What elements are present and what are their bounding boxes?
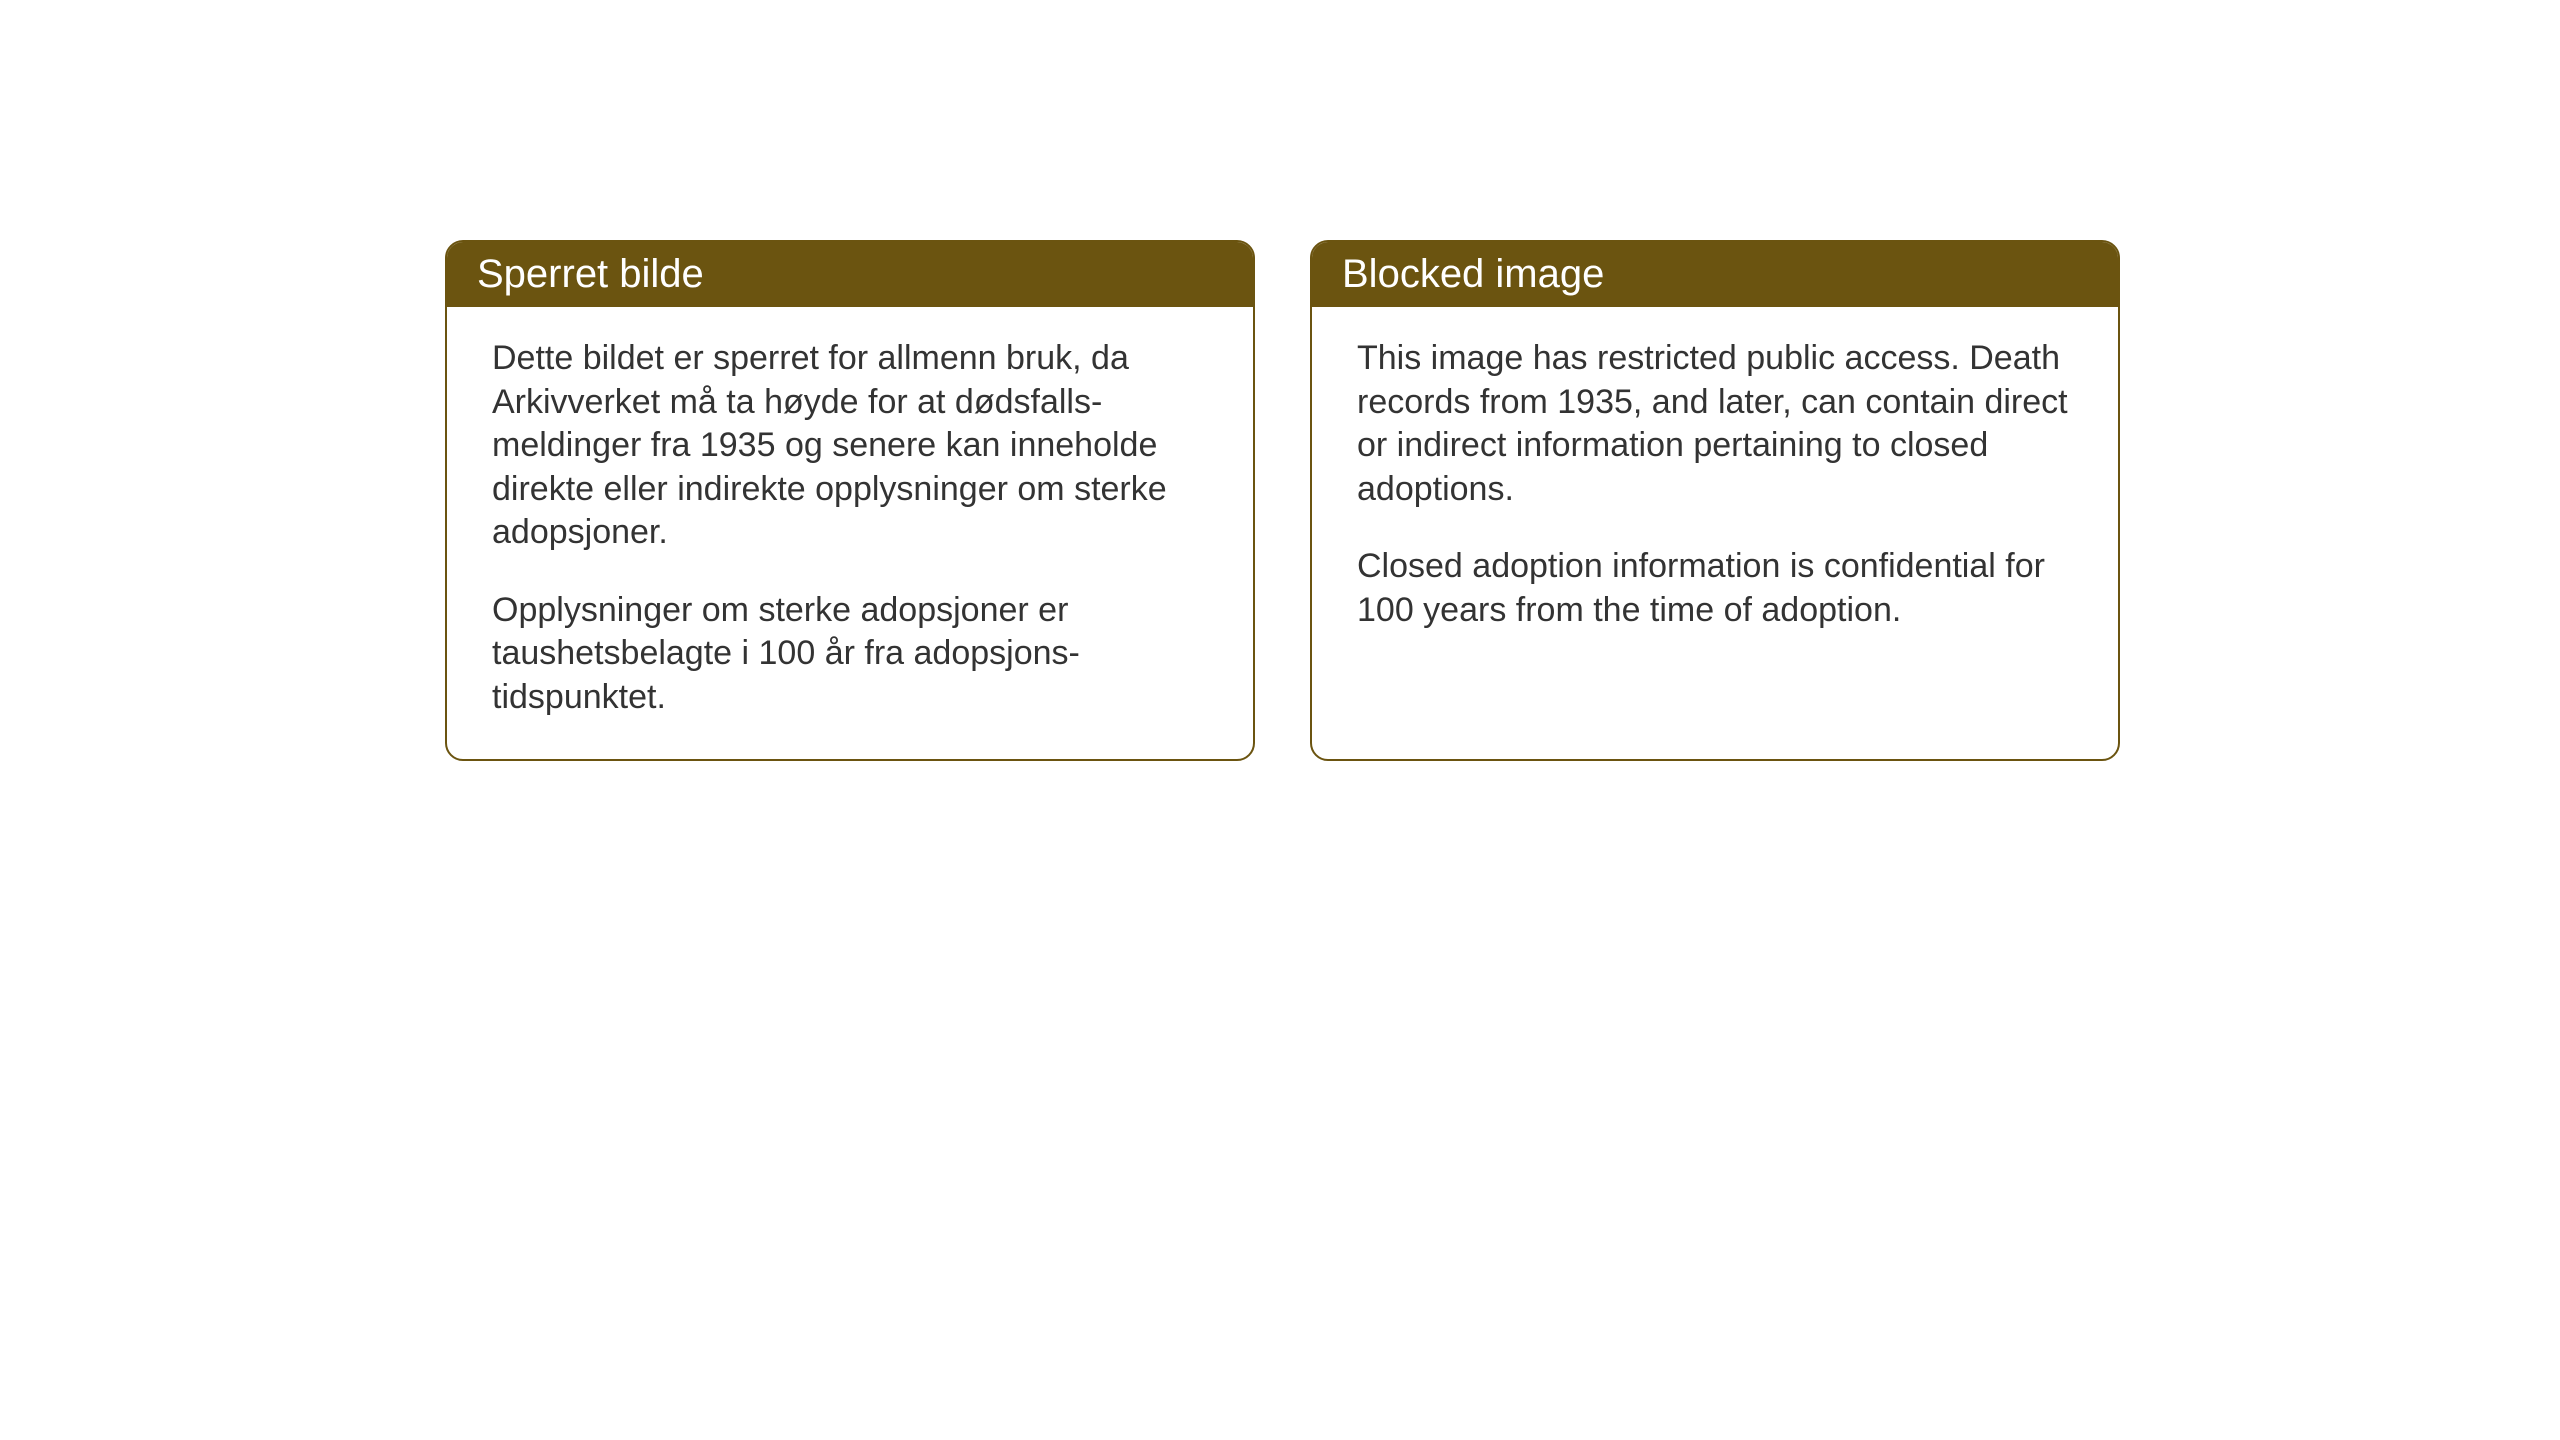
english-card-title: Blocked image <box>1312 242 2118 307</box>
notice-container: Sperret bilde Dette bildet er sperret fo… <box>445 240 2120 761</box>
norwegian-paragraph-1: Dette bildet er sperret for allmenn bruk… <box>492 337 1208 555</box>
norwegian-notice-card: Sperret bilde Dette bildet er sperret fo… <box>445 240 1255 761</box>
norwegian-paragraph-2: Opplysninger om sterke adopsjoner er tau… <box>492 589 1208 720</box>
norwegian-card-body: Dette bildet er sperret for allmenn bruk… <box>447 307 1253 759</box>
norwegian-card-title: Sperret bilde <box>447 242 1253 307</box>
english-paragraph-2: Closed adoption information is confident… <box>1357 545 2073 632</box>
english-card-body: This image has restricted public access.… <box>1312 307 2118 672</box>
english-notice-card: Blocked image This image has restricted … <box>1310 240 2120 761</box>
english-paragraph-1: This image has restricted public access.… <box>1357 337 2073 511</box>
